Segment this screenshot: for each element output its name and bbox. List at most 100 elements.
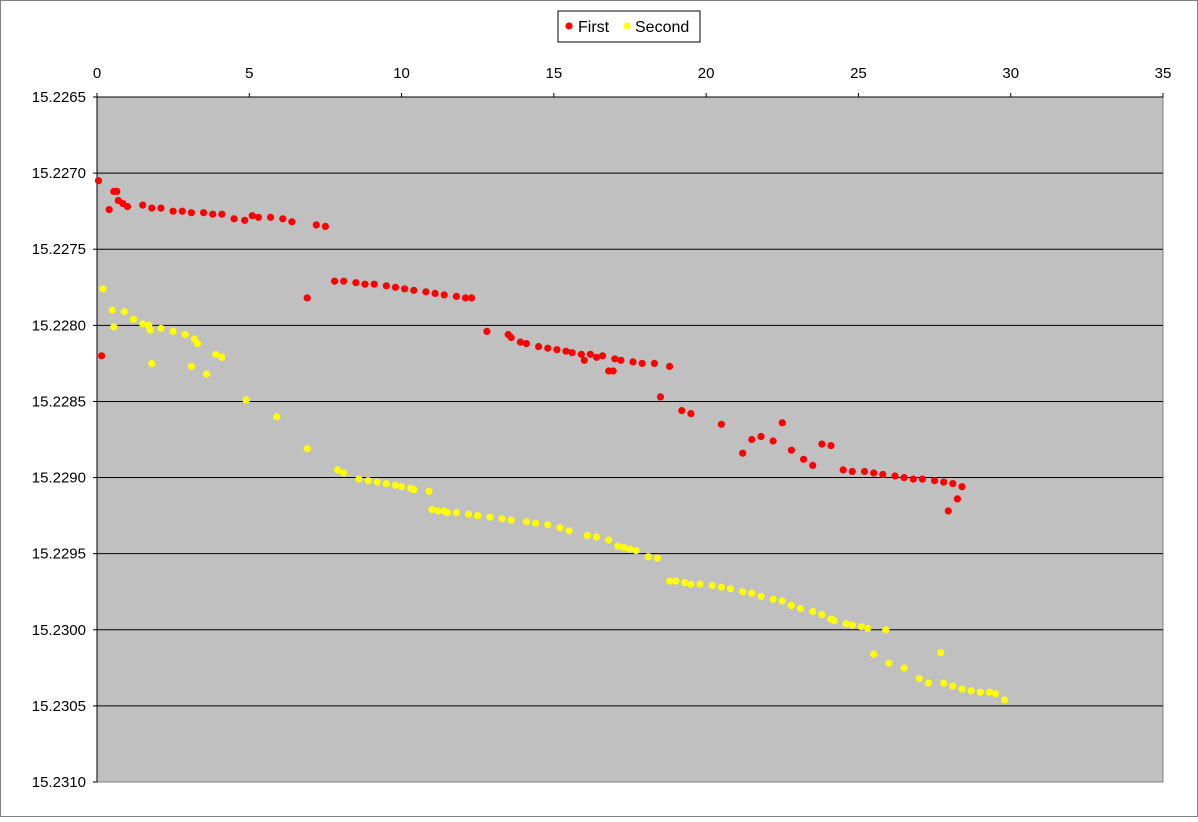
data-point xyxy=(924,679,933,687)
data-point xyxy=(148,359,156,367)
data-point xyxy=(157,324,165,332)
data-point xyxy=(726,585,735,593)
data-point xyxy=(717,583,726,591)
y-tick-label: 15.2270 xyxy=(32,165,86,182)
data-point xyxy=(666,362,674,370)
data-point xyxy=(532,519,540,527)
data-point xyxy=(583,531,592,540)
data-point xyxy=(687,580,695,588)
data-point xyxy=(650,359,659,367)
data-point xyxy=(361,280,369,288)
y-tick-label: 15.2285 xyxy=(32,393,86,410)
data-point xyxy=(230,215,238,223)
data-point xyxy=(241,216,249,224)
data-point xyxy=(516,338,525,346)
data-point xyxy=(443,508,451,517)
data-point xyxy=(507,333,515,342)
data-point xyxy=(958,685,966,693)
data-point xyxy=(900,474,908,482)
data-point xyxy=(626,545,634,553)
data-point xyxy=(842,620,850,628)
data-point xyxy=(909,475,917,483)
data-point xyxy=(696,580,704,588)
data-point xyxy=(778,597,786,605)
data-point xyxy=(440,291,448,299)
x-tick-label: 10 xyxy=(393,65,410,82)
data-point xyxy=(931,477,939,485)
data-point xyxy=(797,604,805,613)
data-point xyxy=(656,393,665,401)
x-tick-label: 30 xyxy=(1002,65,1019,82)
data-point xyxy=(638,359,646,367)
y-tick-label: 15.2265 xyxy=(32,89,86,106)
data-point xyxy=(577,350,585,358)
data-point xyxy=(254,213,262,221)
data-point xyxy=(678,407,686,415)
data-point xyxy=(629,358,637,366)
data-point xyxy=(468,294,476,302)
data-point xyxy=(611,355,619,363)
data-point xyxy=(592,533,601,541)
data-point xyxy=(809,607,817,616)
data-point xyxy=(218,353,226,361)
gridlines xyxy=(97,172,1163,707)
data-point xyxy=(382,282,390,290)
x-tick-label: 25 xyxy=(850,65,867,82)
data-point xyxy=(428,505,436,514)
data-point xyxy=(303,294,311,302)
x-tick-label: 35 xyxy=(1155,65,1172,82)
data-point xyxy=(110,323,118,331)
data-point xyxy=(800,455,808,463)
data-point xyxy=(425,487,433,495)
data-point xyxy=(967,687,975,695)
data-point xyxy=(498,515,506,523)
legend-marker-first xyxy=(565,22,573,30)
data-point xyxy=(139,320,147,328)
data-point xyxy=(391,481,400,489)
data-point xyxy=(839,466,847,474)
data-point xyxy=(827,442,835,450)
data-point xyxy=(279,215,287,223)
data-point xyxy=(556,524,564,532)
data-point xyxy=(848,621,856,629)
data-point xyxy=(535,343,543,351)
data-point xyxy=(212,350,220,358)
data-point xyxy=(609,367,617,375)
data-point xyxy=(818,440,826,448)
data-point xyxy=(940,679,948,687)
data-point xyxy=(717,420,726,428)
legend-marker-second xyxy=(623,22,631,30)
data-point xyxy=(586,350,595,358)
data-point xyxy=(401,285,409,293)
y-tick-label: 15.2290 xyxy=(32,470,86,487)
data-point xyxy=(891,472,899,480)
data-point xyxy=(431,289,439,297)
data-point xyxy=(422,288,430,296)
data-point xyxy=(592,353,601,361)
data-point xyxy=(98,352,106,360)
data-point xyxy=(787,601,796,610)
data-point xyxy=(757,592,765,600)
data-point xyxy=(605,536,613,544)
data-point xyxy=(681,579,689,587)
data-point xyxy=(522,340,531,348)
data-point xyxy=(599,352,607,360)
data-point xyxy=(113,187,121,195)
x-tick-label: 20 xyxy=(698,65,715,82)
data-point xyxy=(370,280,378,288)
data-point xyxy=(522,518,531,526)
data-point xyxy=(178,207,186,215)
data-point xyxy=(452,292,460,300)
data-point xyxy=(562,347,570,355)
data-point xyxy=(553,346,561,354)
data-point xyxy=(209,210,217,218)
data-point xyxy=(870,650,878,658)
data-point xyxy=(352,279,360,287)
data-point xyxy=(123,203,132,211)
data-point xyxy=(461,294,470,302)
data-point xyxy=(410,486,418,494)
data-point xyxy=(568,349,576,357)
data-point xyxy=(507,516,515,524)
